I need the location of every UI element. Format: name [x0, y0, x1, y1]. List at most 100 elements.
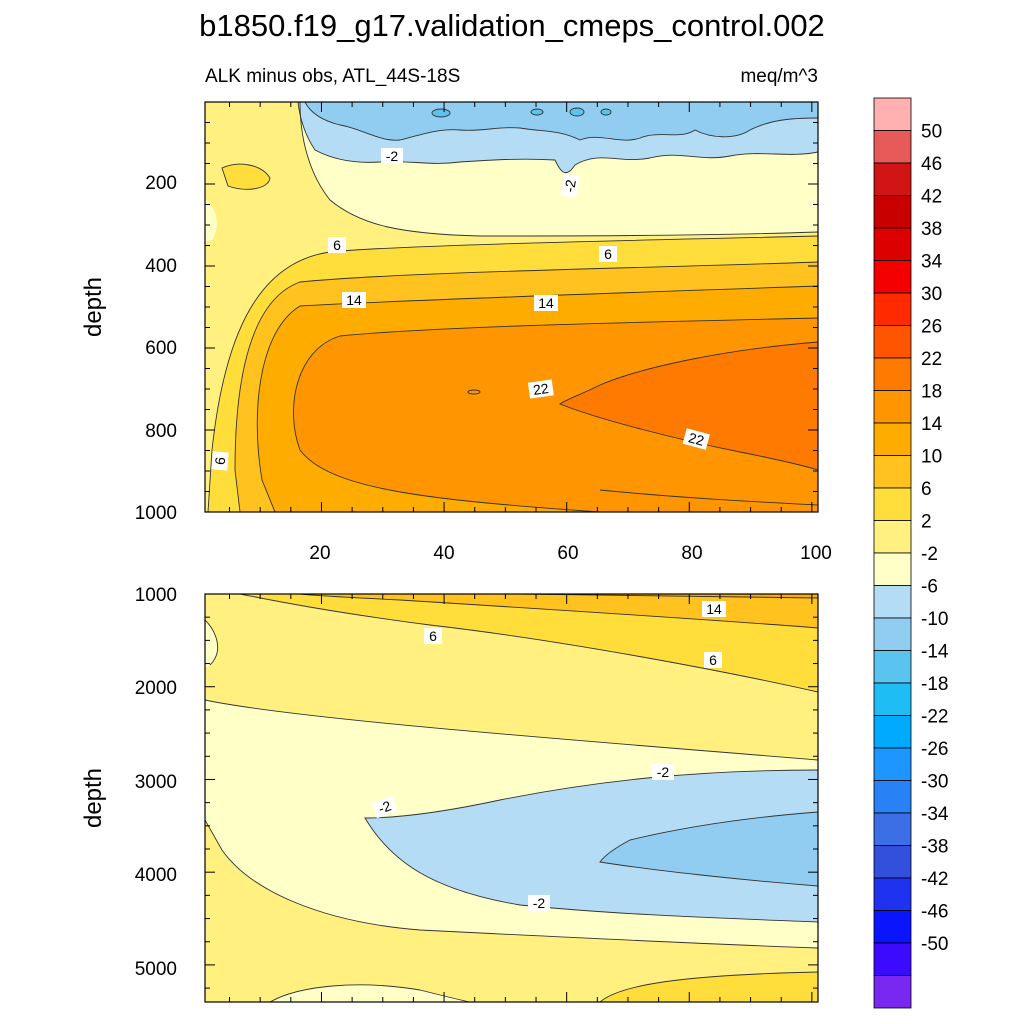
- colorbar-label: 26: [921, 317, 942, 338]
- contour-label: 6: [212, 456, 229, 465]
- upper-spot-3: [569, 107, 585, 117]
- colorbar-label: -10: [921, 609, 948, 630]
- colorbar-label: -2: [921, 544, 938, 565]
- contour-label: -2: [386, 148, 399, 164]
- colorbar-label: 18: [921, 382, 942, 403]
- contour-label: -2: [533, 895, 546, 911]
- colorbar-label: -22: [921, 707, 948, 728]
- contour-label: 6: [333, 237, 341, 253]
- colorbar-label: 46: [921, 154, 942, 175]
- xtick-100: 100: [800, 543, 832, 564]
- colorbar-label: 14: [921, 414, 943, 435]
- colorbar-label: -18: [921, 674, 948, 695]
- upper-blob-left: [222, 164, 270, 190]
- colorbar-swatch: [873, 227, 912, 261]
- colorbar-label: -34: [921, 804, 949, 825]
- upper-contour-labels: -2 -2 6 6 14 14 22 22 6: [211, 148, 710, 471]
- lower-panel: [205, 594, 818, 1002]
- colorbar-swatch: [873, 975, 912, 1009]
- colorbar-label: 34: [921, 252, 943, 273]
- lower-band-10to14: [300, 594, 818, 628]
- colorbar-label: 30: [921, 284, 942, 305]
- upper-spot-1: [431, 108, 451, 118]
- colorbar: [873, 97, 912, 1009]
- upper-ytick-400: 400: [145, 256, 177, 277]
- colorbar-swatch: [873, 585, 912, 619]
- subtitle-units: meq/m^3: [740, 66, 818, 87]
- lower-contour-labels: 14 6 6 -2 -2 -2: [371, 601, 726, 911]
- colorbar-swatch: [873, 650, 912, 684]
- contour-label: -2: [657, 764, 670, 780]
- upper-ytick-200: 200: [145, 173, 177, 194]
- colorbar-swatch: [873, 552, 912, 586]
- upper-ytick-1000: 1000: [135, 503, 177, 524]
- xtick-40: 40: [433, 543, 454, 564]
- colorbar-swatch: [873, 910, 912, 944]
- contour-label: 6: [604, 246, 612, 262]
- colorbar-swatch: [873, 845, 912, 879]
- colorbar-swatch: [873, 487, 912, 521]
- upper-ytick-600: 600: [145, 338, 177, 359]
- colorbar-swatch: [873, 780, 912, 814]
- colorbar-swatch: [873, 292, 912, 326]
- contour-label: -2: [561, 178, 579, 193]
- colorbar-swatch: [873, 812, 912, 846]
- colorbar-label: -38: [921, 837, 948, 858]
- colorbar-swatch: [873, 747, 912, 781]
- lower-ytick-4000: 4000: [135, 865, 177, 886]
- contour-label: 22: [687, 429, 706, 449]
- contour-label: 14: [706, 601, 722, 617]
- colorbar-label: -30: [921, 772, 948, 793]
- lower-ytick-5000: 5000: [135, 959, 177, 980]
- xtick-20: 20: [309, 543, 330, 564]
- colorbar-label: -46: [921, 902, 948, 923]
- colorbar-label: -26: [921, 739, 948, 760]
- colorbar-swatch: [873, 455, 912, 489]
- upper-spot-4: [600, 108, 612, 116]
- upper-ylabel: depth: [80, 277, 107, 337]
- colorbar-label: 38: [921, 219, 942, 240]
- upper-panel: [205, 102, 818, 512]
- colorbar-label: 6: [921, 479, 932, 500]
- lower-ytick-2000: 2000: [135, 678, 177, 699]
- lower-band-neg6to-2: [365, 770, 818, 922]
- lower-band-neg10to-6: [600, 812, 818, 886]
- upper-ytick-800: 800: [145, 421, 177, 442]
- lower-band-bottom-pale: [270, 984, 470, 1002]
- colorbar-swatch: [873, 390, 912, 424]
- lower-ylabel: depth: [80, 768, 107, 828]
- colorbar-label: 50: [921, 122, 942, 143]
- contour-label: 6: [709, 652, 717, 668]
- colorbar-label: 2: [921, 512, 932, 533]
- colorbar-swatch: [873, 617, 912, 651]
- colorbar-swatch: [873, 97, 912, 131]
- upper-spot-2: [530, 108, 544, 116]
- subtitle-left: ALK minus obs, ATL_44S-18S: [205, 66, 460, 87]
- colorbar-label: 10: [921, 447, 942, 468]
- colorbar-swatch: [873, 422, 912, 456]
- xtick-80: 80: [681, 543, 702, 564]
- colorbar-label: 22: [921, 349, 942, 370]
- lower-ytick-1000: 1000: [135, 585, 177, 606]
- lower-band-bottom-warm: [600, 972, 818, 1002]
- colorbar-labels: 50 46 42 38 34 30 26 22 18 14 10 6 2 -2 -6 -10 -14 -18 -22…: [921, 122, 949, 956]
- axis-ticks: [205, 101, 818, 1002]
- colorbar-label: -6: [921, 577, 938, 598]
- upper-blob-edge: [205, 200, 217, 242]
- colorbar-swatch: [873, 520, 912, 554]
- lower-ytick-3000: 3000: [135, 772, 177, 793]
- chart-title: b1850.f19_g17.validation_cmeps_control.0…: [199, 8, 825, 43]
- colorbar-label: -42: [921, 869, 948, 890]
- colorbar-swatch: [873, 357, 912, 391]
- colorbar-swatch: [873, 162, 912, 196]
- colorbar-swatch: [873, 130, 912, 164]
- lower-frame: [204, 593, 819, 1003]
- colorbar-swatch: [873, 682, 912, 716]
- xtick-60: 60: [557, 543, 578, 564]
- upper-band-22to26: [560, 342, 818, 470]
- colorbar-swatch: [873, 260, 912, 294]
- colorbar-label: -50: [921, 934, 948, 955]
- colorbar-swatch: [873, 877, 912, 911]
- colorbar-swatch: [873, 715, 912, 749]
